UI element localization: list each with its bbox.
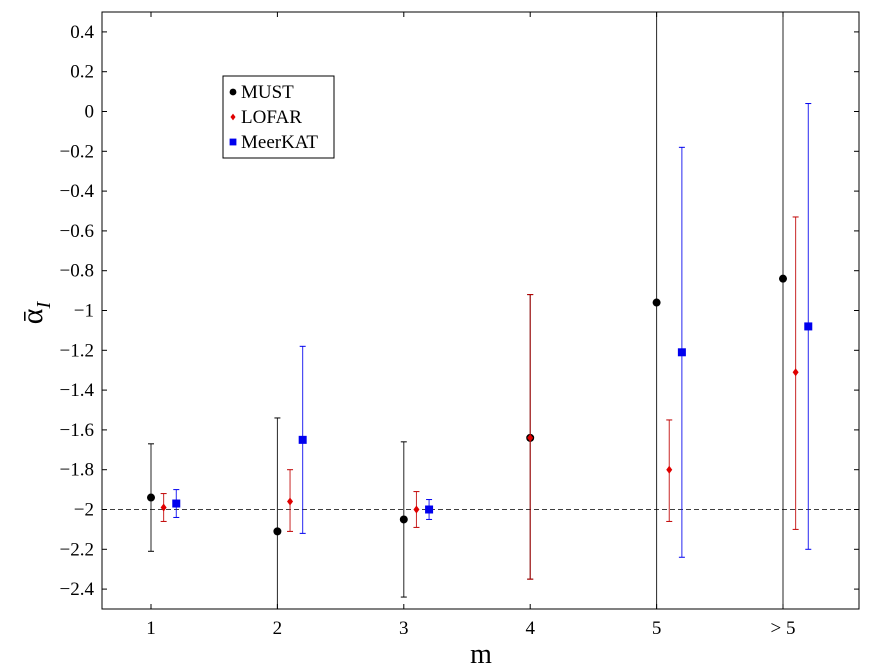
legend-box [222, 75, 335, 159]
data-point [652, 298, 661, 307]
series-lofar [160, 216, 799, 580]
y-tick-label: 0.4 [70, 22, 94, 43]
y-axis-title-subscript: I [33, 300, 55, 309]
y-tick-label: −2.4 [60, 579, 95, 600]
data-point [413, 505, 420, 514]
y-tick-label: −0.8 [60, 261, 94, 282]
data-point [160, 503, 167, 512]
legend-entries: MUST LOFAR MeerKAT [229, 82, 318, 153]
data-point [792, 368, 799, 377]
data-point [527, 433, 534, 442]
data-point [677, 348, 686, 357]
data-point [804, 322, 813, 331]
x-axis-title: m [470, 639, 492, 670]
x-tick-label: 2 [273, 618, 283, 639]
x-axis: 1 2 3 4 5 > 5 [146, 12, 795, 639]
data-point [399, 515, 408, 524]
legend-marker-lofar [230, 113, 236, 121]
y-axis-title-symbol: ᾱ [16, 308, 49, 324]
x-tick-label: 1 [146, 618, 156, 639]
legend: MUST LOFAR MeerKAT [222, 75, 335, 159]
data-point [172, 499, 181, 508]
x-tick-label: 4 [525, 618, 535, 639]
y-tick-label: −1.4 [60, 380, 95, 401]
y-tick-label: −2 [74, 500, 94, 521]
y-axis: 0.4 0.2 0 −0.2 −0.4 −0.6 −0.8 −1 −1.2 −1.4 −1.6 −1.… [60, 22, 859, 600]
data-point [425, 505, 434, 514]
y-tick-label: 0 [85, 102, 95, 123]
legend-marker-meerkat [229, 138, 237, 146]
y-tick-label: −1.8 [60, 460, 94, 481]
y-tick-label: −2.2 [60, 539, 94, 560]
y-tick-label: −0.6 [60, 221, 94, 242]
y-axis-title: ᾱI [16, 300, 55, 324]
legend-label: MUST [241, 82, 294, 103]
series-meerkat [172, 103, 813, 558]
y-tick-label: −1.2 [60, 340, 94, 361]
x-tick-label: > 5 [771, 618, 796, 639]
data-point [298, 435, 307, 444]
data-point [273, 527, 282, 536]
y-tick-label: −0.2 [60, 141, 94, 162]
series-layer [147, 12, 813, 609]
data-point [147, 493, 155, 502]
data-point [779, 274, 787, 283]
legend-label: LOFAR [241, 107, 302, 128]
y-tick-label: −0.4 [60, 181, 95, 202]
x-tick-label: 5 [652, 618, 662, 639]
y-tick-label: −1 [74, 301, 94, 322]
y-tick-label: −1.6 [60, 420, 94, 441]
legend-label: MeerKAT [241, 132, 318, 153]
x-tick-label: 3 [399, 618, 409, 639]
data-point [287, 497, 294, 506]
data-point [666, 465, 673, 474]
y-tick-label: 0.2 [70, 62, 94, 83]
plot-area [101, 11, 860, 610]
legend-marker-must [229, 88, 237, 96]
